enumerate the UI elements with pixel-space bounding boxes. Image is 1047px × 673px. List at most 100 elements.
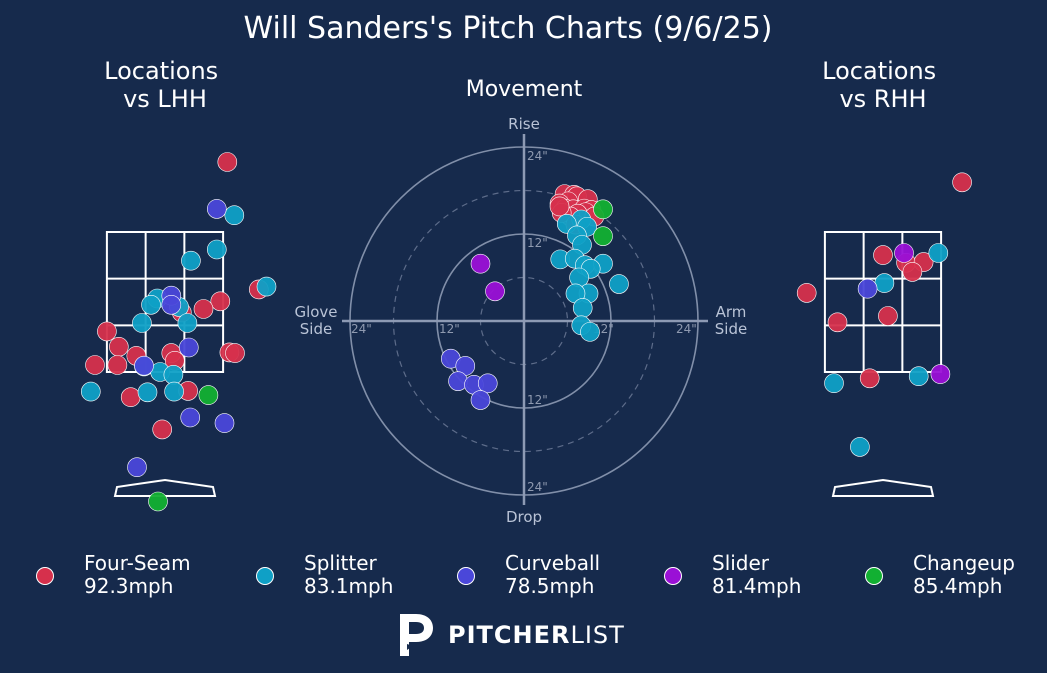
- legend-item-curveball: Curveball 78.5mph: [457, 548, 627, 608]
- movement-point-curveball: [477, 373, 498, 394]
- pitch-point-curveball: [207, 199, 227, 219]
- panel-title-rhh: Locations vs RHH: [822, 57, 944, 113]
- pitch-point-splitter: [137, 382, 158, 403]
- pitch-point-slider: [930, 364, 951, 384]
- movement-point-splitter: [609, 274, 629, 294]
- legend-marker-curveball: [457, 567, 475, 585]
- legend-marker-changeup: [865, 567, 883, 585]
- pitch-point-splitter: [164, 381, 184, 402]
- brand-wordmark: PITCHERLIST: [448, 621, 625, 649]
- panel-movement: Movement RiseDropGloveSideArmSide24"12"1…: [294, 77, 747, 526]
- pitch-point-four-seam: [952, 172, 972, 193]
- pitch-point-splitter: [824, 373, 844, 394]
- pitch-points-movement: [440, 184, 629, 410]
- movement-point-curveball: [470, 390, 491, 410]
- ring-label: 12": [527, 236, 548, 250]
- pitch-point-splitter: [141, 294, 161, 315]
- pitch-point-four-seam: [210, 291, 231, 312]
- brand-name-light: LIST: [570, 621, 625, 649]
- pitch-point-four-seam: [873, 245, 893, 265]
- pitch-point-splitter: [256, 276, 277, 297]
- pitch-point-splitter: [908, 366, 929, 387]
- panel-title-rhh-line2: vs RHH: [839, 85, 926, 113]
- brand-footer: PITCHERLIST: [396, 612, 636, 660]
- axis-label-drop: Drop: [506, 508, 542, 526]
- pitch-point-four-seam: [878, 306, 898, 326]
- home-plate-shape-rhh: [831, 478, 935, 497]
- pitch-point-curveball: [161, 294, 182, 315]
- pitch-point-four-seam: [152, 419, 172, 440]
- movement-point-slider: [485, 281, 505, 302]
- legend-item-four-seam: Four-Seam 92.3mph: [36, 548, 206, 608]
- legend-pitch-speed: 85.4mph: [913, 574, 1003, 598]
- ring-label: 24": [676, 322, 697, 336]
- pitch-legend: Four-Seam 92.3mph Splitter 83.1mph Curveball…: [0, 548, 1047, 608]
- legend-pitch-name: Four-Seam: [84, 551, 191, 575]
- panel-title-lhh-line2: vs LHH: [123, 85, 207, 113]
- movement-point-splitter: [572, 298, 593, 318]
- pitch-point-curveball: [127, 457, 147, 478]
- home-plate-shape-lhh: [113, 478, 217, 497]
- pitch-point-changeup: [198, 385, 219, 405]
- pitch-point-four-seam: [902, 262, 923, 282]
- axis-label-glove-side: Glove: [294, 303, 337, 321]
- movement-point-four-seam: [549, 196, 570, 217]
- pitch-point-splitter: [224, 205, 245, 225]
- pitch-point-four-seam: [85, 355, 105, 375]
- legend-pitch-speed: 81.4mph: [712, 574, 802, 598]
- legend-pitch-name: Changeup: [913, 551, 1015, 575]
- figure-title: Will Sanders's Pitch Charts (9/6/25): [243, 11, 772, 46]
- pitch-point-splitter: [874, 273, 895, 293]
- ring-label: 24": [351, 322, 372, 336]
- pitch-point-curveball: [180, 407, 200, 428]
- panel-title-movement: Movement: [466, 77, 583, 102]
- panel-title-lhh-line1: Locations: [104, 57, 218, 85]
- legend-pitch-speed: 78.5mph: [505, 574, 595, 598]
- pitch-point-curveball: [134, 355, 154, 376]
- pitch-point-curveball: [179, 337, 199, 358]
- pitch-point-four-seam: [796, 283, 817, 303]
- panel-locations-lhh: Locations vs LHH: [81, 57, 277, 512]
- strike-zone-outline-rhh: [823, 231, 943, 373]
- brand-name-bold: PITCHER: [448, 621, 571, 649]
- legend-item-splitter: Splitter 83.1mph: [256, 548, 426, 608]
- axis-label-glove-side: Side: [300, 320, 332, 338]
- ring-label: 24": [527, 480, 548, 494]
- legend-pitch-name: Splitter: [304, 551, 377, 575]
- axis-label-arm-side: Arm: [716, 303, 747, 321]
- pitch-point-splitter: [181, 250, 201, 271]
- pitch-point-slider: [894, 243, 914, 263]
- panel-title-lhh: Locations vs LHH: [104, 57, 226, 113]
- pitch-point-four-seam: [225, 343, 245, 363]
- legend-item-changeup: Changeup 85.4mph: [865, 548, 1035, 608]
- pitch-point-four-seam: [97, 321, 117, 342]
- ring-label: 24": [527, 149, 548, 163]
- panel-title-rhh-line1: Locations: [822, 57, 936, 85]
- axis-label-arm-side: Side: [715, 320, 747, 338]
- pitch-point-four-seam: [109, 336, 129, 357]
- ring-label: 12": [527, 393, 548, 407]
- pitch-point-four-seam: [107, 355, 128, 375]
- polar-grid: [342, 134, 708, 505]
- home-plate-rhh: [831, 478, 935, 497]
- pitch-point-splitter: [132, 313, 152, 333]
- movement-point-slider: [470, 253, 491, 274]
- ring-label: 12": [439, 322, 460, 336]
- pitch-point-four-seam: [217, 152, 238, 172]
- pitch-point-four-seam: [193, 299, 214, 319]
- legend-item-slider: Slider 81.4mph: [664, 548, 834, 608]
- pitch-point-curveball: [857, 278, 878, 299]
- pitch-point-four-seam: [120, 387, 141, 408]
- pitch-point-four-seam: [859, 368, 880, 389]
- pitch-point-splitter: [81, 381, 101, 402]
- pitcherlist-logo-icon: [400, 614, 433, 656]
- pitch-point-splitter: [207, 239, 227, 260]
- movement-point-changeup: [593, 199, 613, 220]
- movement-point-splitter: [580, 322, 600, 342]
- legend-pitch-name: Slider: [712, 551, 770, 575]
- legend-marker-slider: [664, 567, 682, 585]
- axis-label-rise: Rise: [508, 115, 540, 133]
- pitch-point-changeup: [148, 491, 168, 512]
